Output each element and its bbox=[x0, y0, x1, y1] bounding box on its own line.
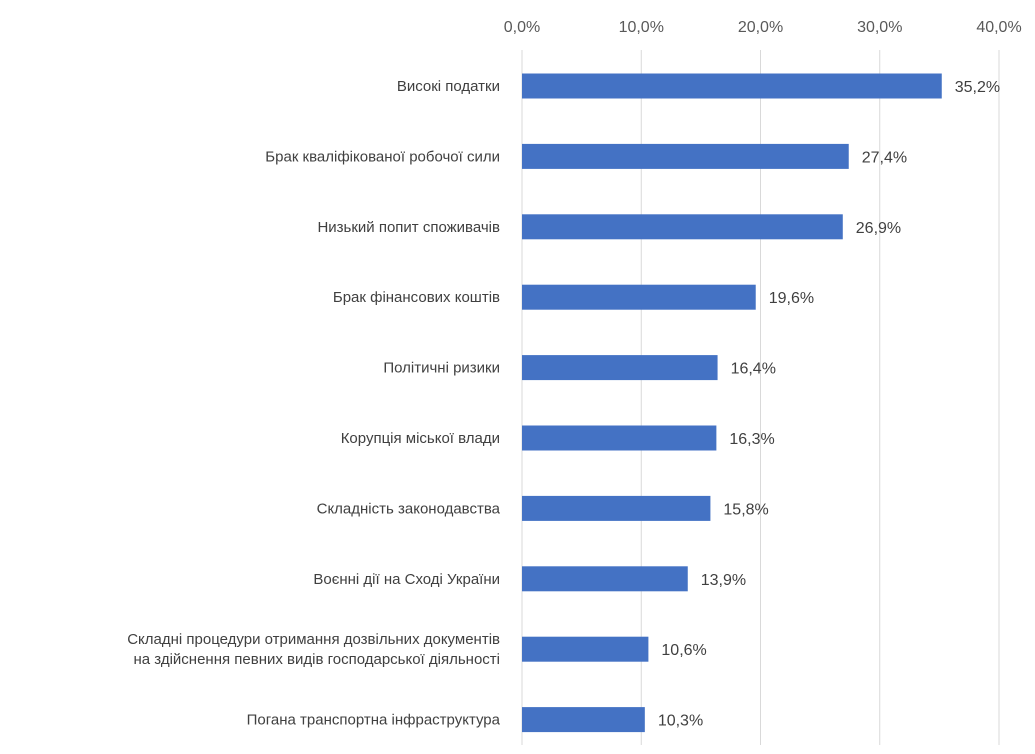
category-label: Погана транспортна інфраструктура bbox=[247, 712, 501, 729]
data-label: 10,6% bbox=[661, 642, 706, 659]
x-tick-label: 0,0% bbox=[504, 19, 540, 36]
x-tick-label: 10,0% bbox=[619, 19, 664, 36]
data-label: 16,4% bbox=[731, 361, 776, 378]
bar bbox=[522, 566, 688, 592]
bar bbox=[522, 284, 756, 310]
category-label: Корупція міської влади bbox=[341, 430, 500, 447]
data-label: 13,9% bbox=[701, 572, 746, 589]
data-label: 35,2% bbox=[955, 79, 1000, 96]
category-label: Воєнні дії на Сході України bbox=[313, 571, 500, 588]
bar bbox=[522, 214, 843, 240]
data-labels: 35,2% 27,4% 26,9% 19,6% 16,4% 16,3% 15,8% 13,9%… bbox=[658, 79, 1000, 730]
data-label: 19,6% bbox=[769, 290, 814, 307]
category-label: Високі податки bbox=[397, 78, 500, 95]
category-labels: Високі податки Брак кваліфікованої робочо… bbox=[127, 78, 500, 729]
bar bbox=[522, 143, 849, 169]
category-label: Брак кваліфікованої робочої сили bbox=[265, 148, 500, 165]
data-label: 26,9% bbox=[856, 220, 901, 237]
bar bbox=[522, 73, 942, 99]
data-label: 16,3% bbox=[729, 431, 774, 448]
bar bbox=[522, 425, 717, 451]
category-label: Брак фінансових коштів bbox=[333, 289, 500, 306]
data-label: 27,4% bbox=[862, 149, 907, 166]
x-tick-label: 40,0% bbox=[976, 19, 1021, 36]
data-label: 10,3% bbox=[658, 713, 703, 730]
bar bbox=[522, 355, 718, 381]
bars bbox=[522, 73, 942, 733]
category-label: Складні процедури отримання дозвільних д… bbox=[127, 631, 500, 668]
data-label: 15,8% bbox=[723, 501, 768, 518]
category-label: Низький попит споживачів bbox=[317, 219, 500, 236]
x-tick-label: 20,0% bbox=[738, 19, 783, 36]
bar bbox=[522, 707, 645, 733]
category-label: Складність законодавства bbox=[317, 500, 501, 517]
x-tick-label: 30,0% bbox=[857, 19, 902, 36]
bar bbox=[522, 636, 649, 662]
bar bbox=[522, 495, 711, 521]
x-axis-ticks: 0,0% 10,0% 20,0% 30,0% 40,0% bbox=[504, 19, 1022, 36]
category-label: Політичні ризики bbox=[383, 360, 500, 377]
